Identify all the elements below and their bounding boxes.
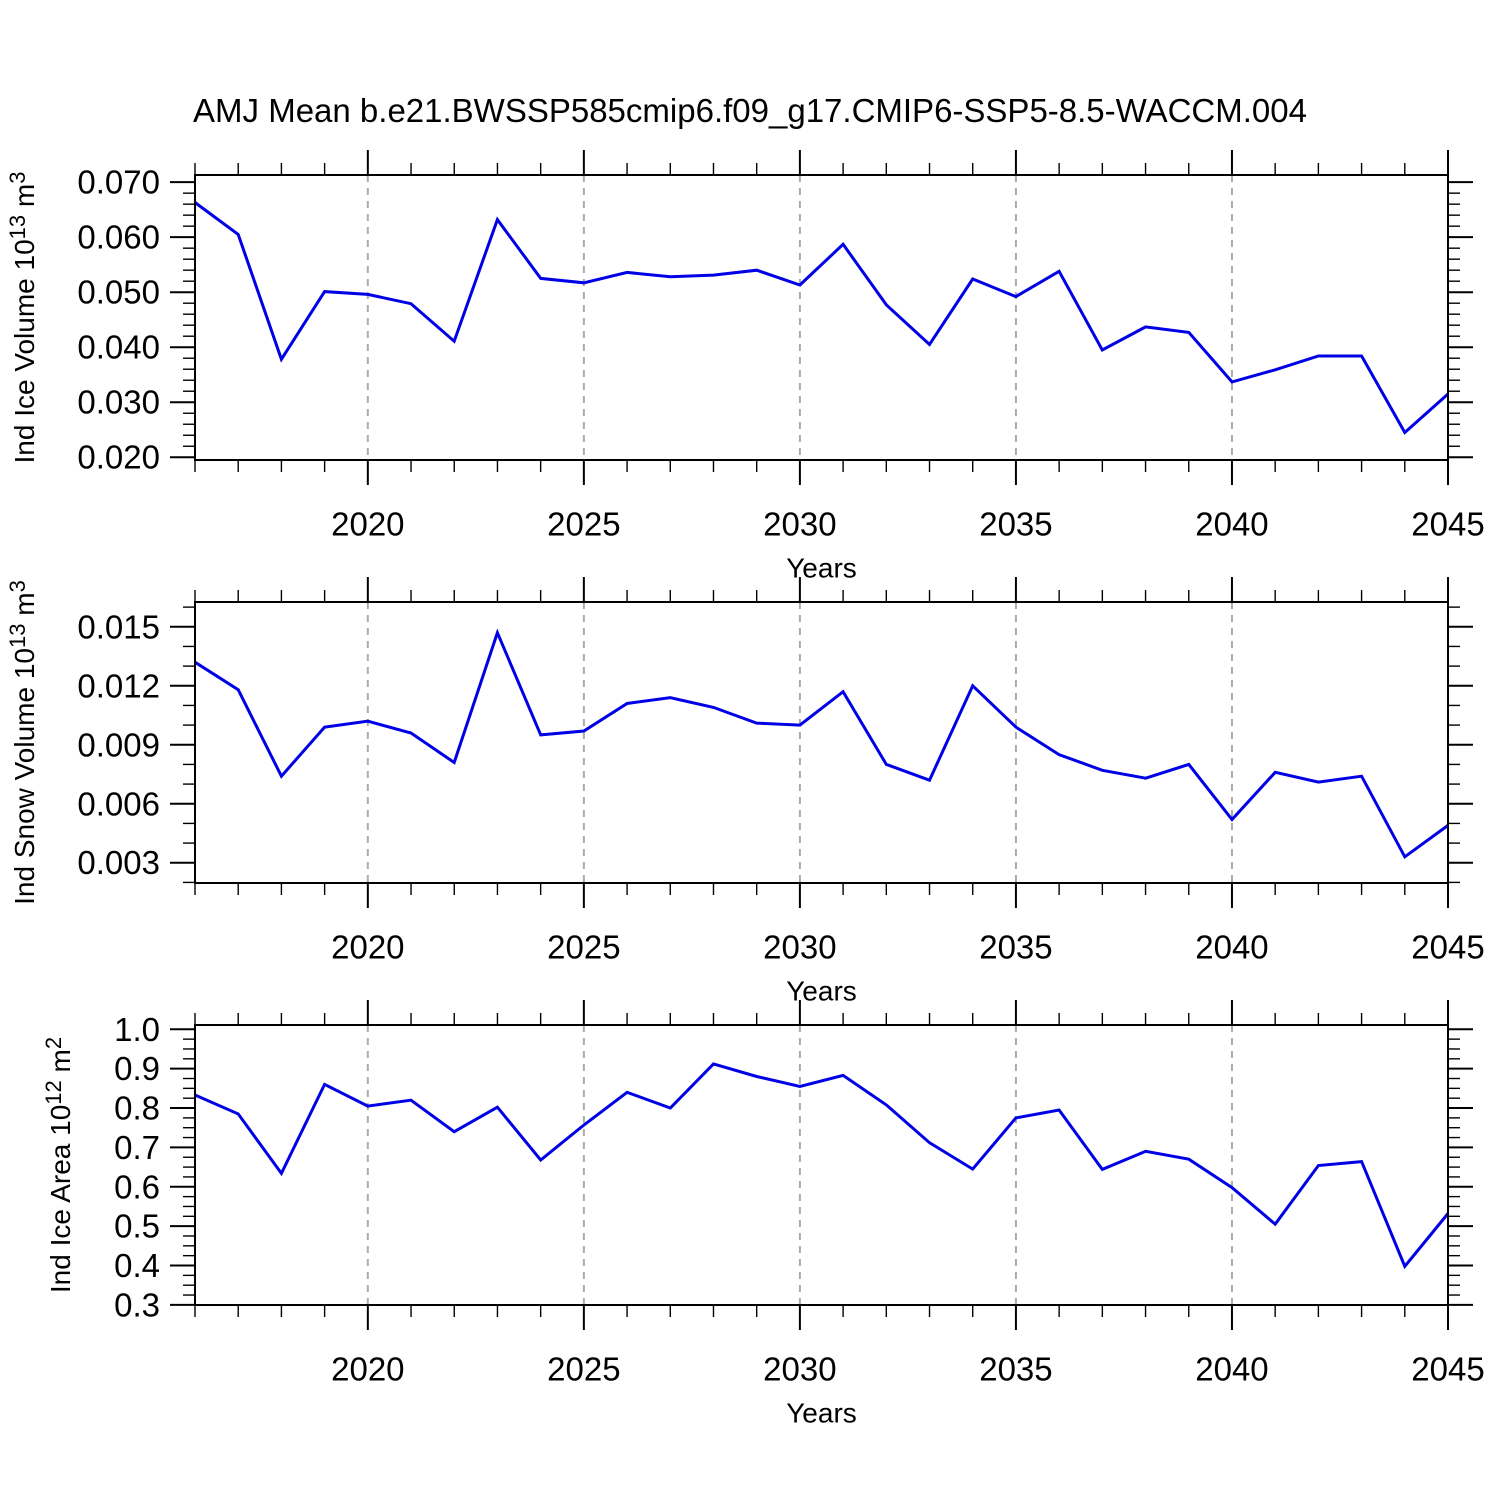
y-tick-label: 0.009 (77, 726, 160, 763)
x-tick-label: 2030 (763, 1351, 836, 1388)
data-line-ice-area (194, 1062, 1450, 1270)
x-axis-title: Years (786, 553, 857, 584)
axis-frame (194, 174, 1449, 461)
x-tick-label: 2020 (331, 929, 404, 966)
y-tick-label: 1.0 (114, 1011, 160, 1048)
x-tick-label: 2035 (979, 1351, 1052, 1388)
y-tick-label: 0.040 (77, 329, 160, 366)
y-tick-label: 0.5 (114, 1208, 160, 1245)
y-tick-label: 0.6 (114, 1168, 160, 1205)
x-tick-label: 2045 (1411, 1351, 1484, 1388)
x-axis-title: Years (786, 976, 857, 1007)
y-tick-label: 0.003 (77, 844, 160, 881)
x-tick-label: 2020 (331, 1351, 404, 1388)
x-tick-label: 2035 (979, 929, 1052, 966)
chart-ice-volume: 0.020 0.030 0.040 0.050 0.060 0.070 2020 2025 20… (5, 150, 1485, 584)
data-line-ice-volume (194, 201, 1449, 435)
x-axis-title: Years (786, 1398, 857, 1429)
y-axis-title: Ind Ice Volume 1013 m3 (5, 172, 40, 464)
x-tick-label: 2030 (763, 929, 836, 966)
y-tick-label: 0.012 (77, 667, 160, 704)
y-tick-label: 0.7 (114, 1129, 160, 1166)
x-tick-label: 2040 (1195, 506, 1268, 543)
x-tick-label: 2040 (1195, 1351, 1268, 1388)
y-axis-title: Ind Snow Volume 1013 m3 (5, 580, 40, 905)
charts-group: 0.020 0.030 0.040 0.050 0.060 0.070 2020 2025 20… (5, 150, 1485, 1429)
axis-frame (194, 1024, 1449, 1306)
x-tick-label: 2045 (1411, 506, 1484, 543)
chart-ice-area: 0.30.40.50.60.70.80.91.0 2020 2025 2030 2035… (41, 1000, 1485, 1429)
y-tick-label: 0.4 (114, 1247, 160, 1284)
y-axis-title: Ind Ice Area 1012 m2 (41, 1037, 76, 1293)
y-tick-label: 0.070 (77, 164, 160, 201)
axis-frame (194, 601, 1449, 884)
chart-snow-volume: 0.003 0.006 0.009 0.012 0.015 2020 2025 2030 203… (5, 577, 1485, 1007)
x-tick-label: 2025 (547, 929, 620, 966)
y-tick-label: 0.020 (77, 439, 160, 476)
y-tick-label: 0.030 (77, 384, 160, 421)
x-tick-label: 2045 (1411, 929, 1484, 966)
y-tick-label: 0.9 (114, 1050, 160, 1087)
x-tick-label: 2025 (547, 1351, 620, 1388)
data-line-snow-volume (194, 628, 1449, 860)
x-tick-label: 2025 (547, 506, 620, 543)
y-tick-label: 0.006 (77, 785, 160, 822)
y-tick-label: 0.8 (114, 1090, 160, 1127)
y-tick-label: 0.050 (77, 274, 160, 311)
x-tick-label: 2030 (763, 506, 836, 543)
x-tick-label: 2035 (979, 506, 1052, 543)
y-tick-label: 0.3 (114, 1286, 160, 1323)
y-tick-label: 0.060 (77, 219, 160, 256)
plot-title: AMJ Mean b.e21.BWSSP585cmip6.f09_g17.CMI… (193, 92, 1307, 129)
y-tick-label: 0.015 (77, 608, 160, 645)
x-tick-label: 2040 (1195, 929, 1268, 966)
x-tick-label: 2020 (331, 506, 404, 543)
